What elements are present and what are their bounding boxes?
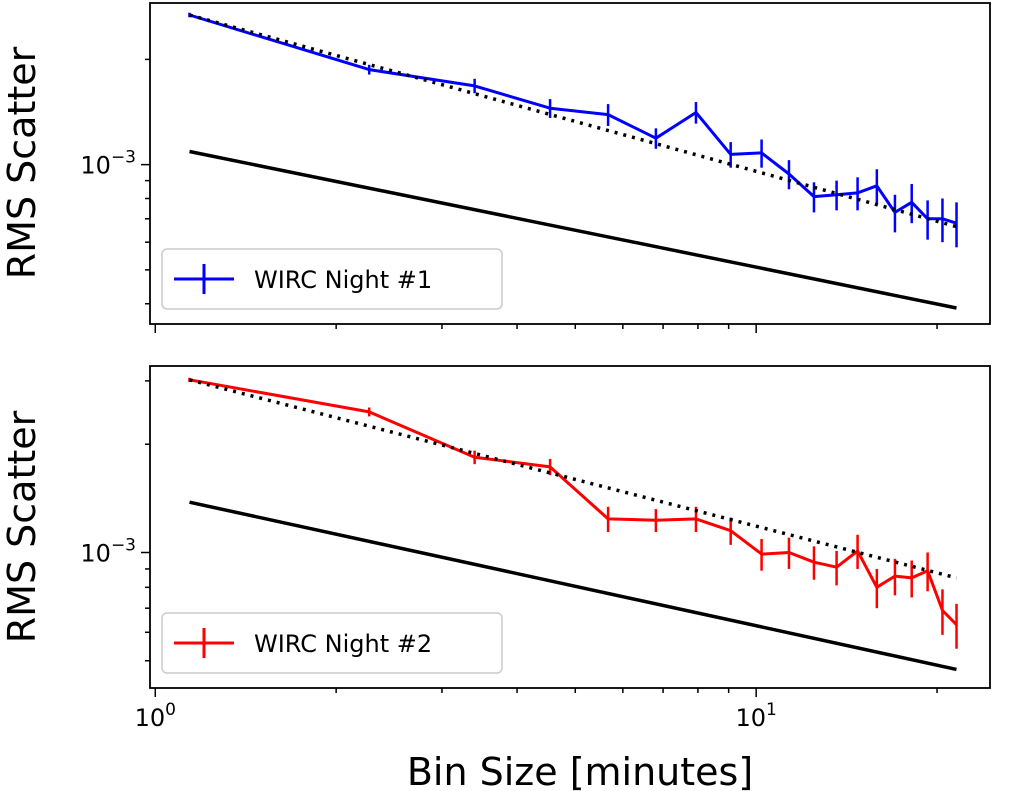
legend-label: WIRC Night #2 xyxy=(254,630,432,658)
legend-label: WIRC Night #1 xyxy=(254,266,432,294)
panel-night-2: 10−3 RMS Scatter WIRC Night #2 xyxy=(0,365,991,697)
y-tick-label: 10−3 xyxy=(80,148,136,180)
white-noise-line xyxy=(189,149,957,310)
panel-night-1: 10−3 RMS Scatter WIRC Night #1 xyxy=(0,2,991,333)
legend-box xyxy=(161,612,503,674)
x-axis-label: Bin Size [minutes] xyxy=(407,750,753,791)
y-axis-label: RMS Scatter xyxy=(0,410,44,643)
series-line xyxy=(189,378,958,626)
y-tick-label: 10−3 xyxy=(80,535,136,567)
axes-frame xyxy=(149,2,991,325)
y-axis-label: RMS Scatter xyxy=(0,46,44,279)
legend: WIRC Night #1 xyxy=(161,248,503,310)
x-tick-label: 100 xyxy=(135,700,176,732)
x-tick-label: 101 xyxy=(735,700,776,732)
trend-line-dotted xyxy=(189,378,957,580)
trend-line-dotted xyxy=(189,13,957,229)
legend-box xyxy=(161,248,503,310)
white-noise-line xyxy=(189,500,957,672)
shared-x-axis: 100 101 xyxy=(135,700,777,732)
axes-frame xyxy=(149,365,991,689)
legend: WIRC Night #2 xyxy=(161,612,503,674)
